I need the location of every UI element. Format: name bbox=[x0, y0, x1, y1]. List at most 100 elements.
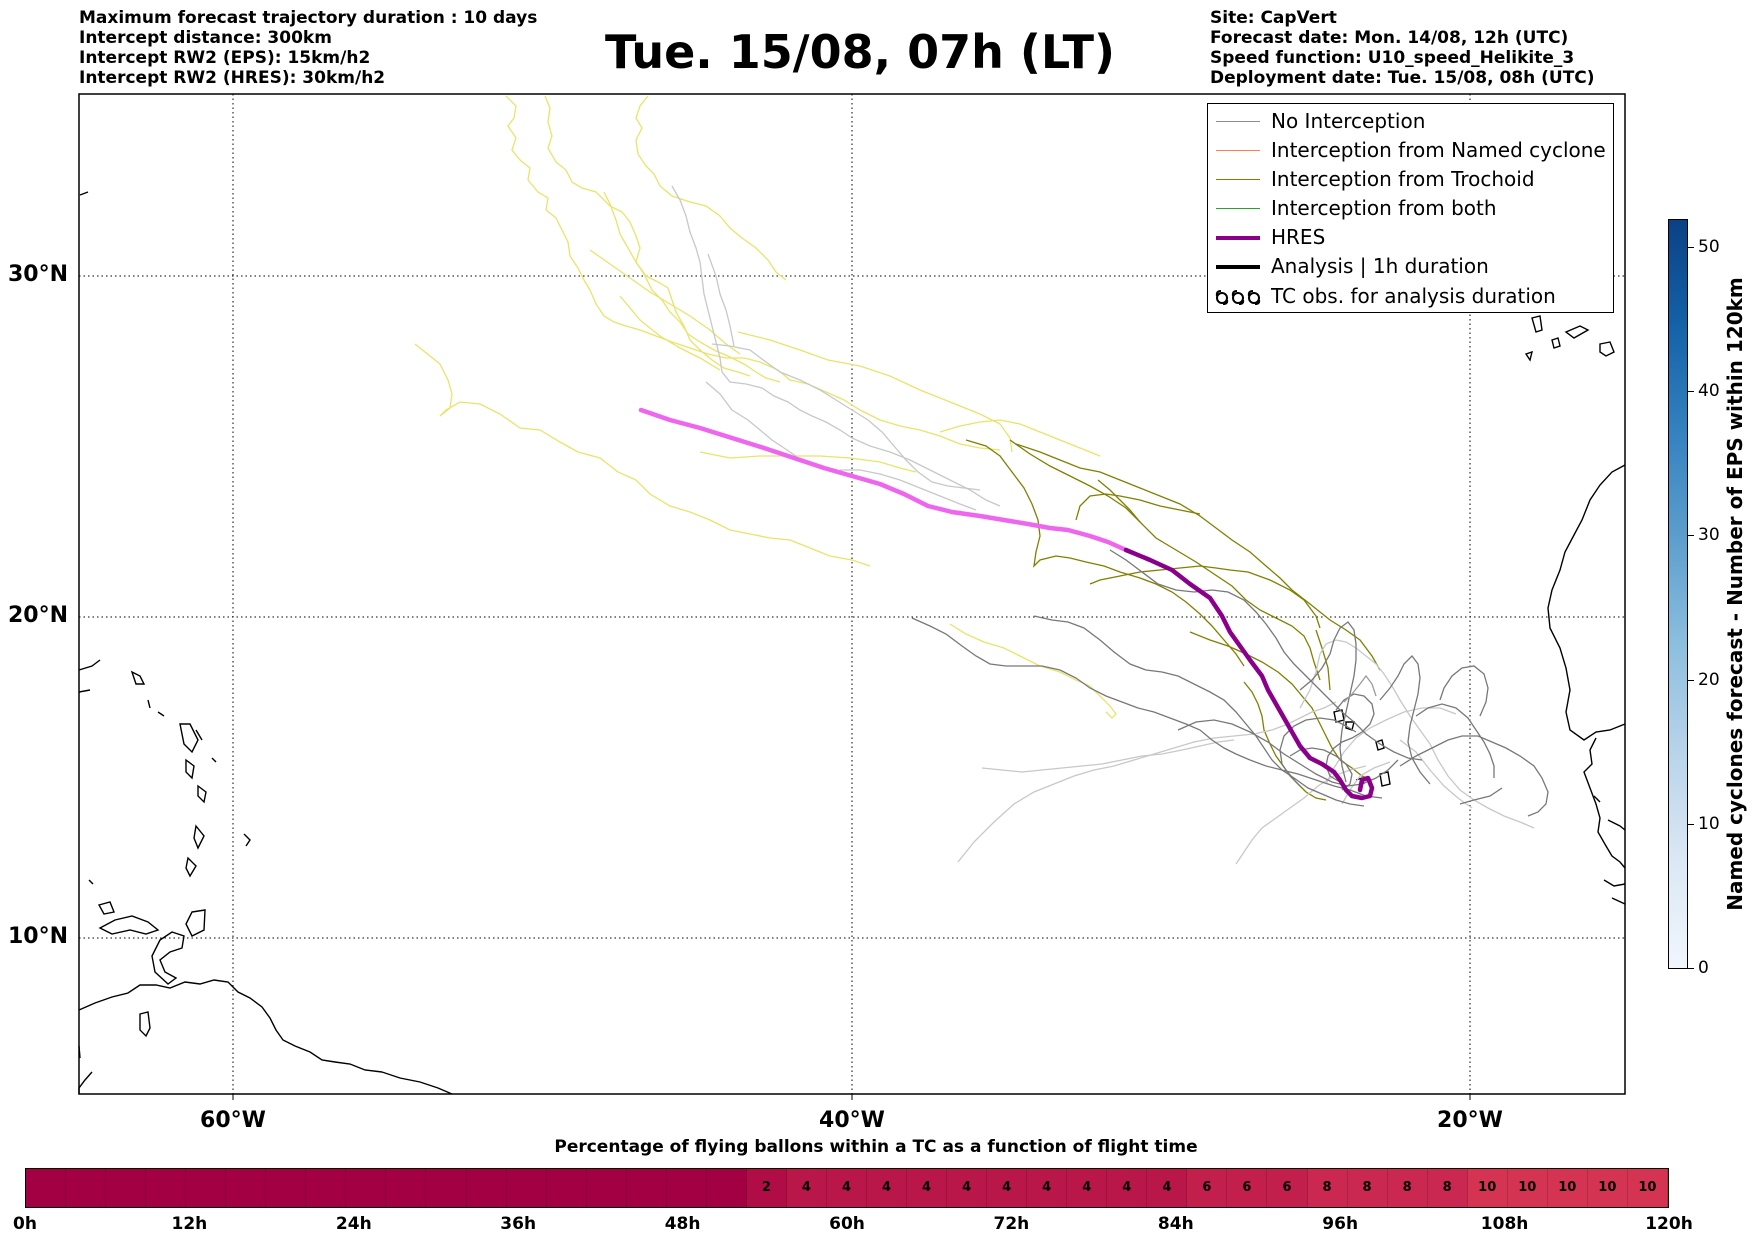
tc-bar-segment: 8 bbox=[1347, 1169, 1388, 1207]
tc-bar-segment bbox=[266, 1169, 307, 1207]
time-tick-label: 24h bbox=[335, 1214, 372, 1234]
legend-line-swatch bbox=[1216, 236, 1260, 240]
legend-line-swatch bbox=[1216, 179, 1260, 180]
tc-bar-segment: 8 bbox=[1427, 1169, 1468, 1207]
tc-bar-segment bbox=[466, 1169, 507, 1207]
tc-bar-segment: 8 bbox=[1307, 1169, 1348, 1207]
time-tick-label: 48h bbox=[664, 1214, 701, 1234]
lon-tick-label: 20°W bbox=[1437, 1108, 1503, 1133]
tc-bar-segment: 10 bbox=[1467, 1169, 1508, 1207]
legend-item-hres: HRES bbox=[1208, 224, 1613, 253]
eps-trajectories-grey bbox=[671, 185, 1549, 865]
tc-bar-segment bbox=[386, 1169, 427, 1207]
header-left-line: Intercept RW2 (EPS): 15km/h2 bbox=[79, 48, 371, 68]
legend-item-trochoid: Interception from Trochoid bbox=[1208, 166, 1613, 195]
legend-line-swatch bbox=[1216, 265, 1260, 269]
tc-bar-segment bbox=[706, 1169, 747, 1207]
colorbar-tick-mark bbox=[1688, 391, 1694, 392]
time-tick-label: 84h bbox=[1157, 1214, 1194, 1234]
header-left-line: Intercept distance: 300km bbox=[79, 28, 332, 48]
lat-tick-label: 20°N bbox=[8, 603, 69, 628]
tc-bar-segment: 4 bbox=[786, 1169, 827, 1207]
colorbar-tick-label: 30 bbox=[1698, 525, 1720, 545]
legend-label: Interception from both bbox=[1271, 196, 1497, 220]
legend-label: Analysis | 1h duration bbox=[1271, 254, 1489, 278]
tc-bar-segment bbox=[506, 1169, 547, 1207]
colorbar-tick-label: 50 bbox=[1698, 237, 1720, 257]
bottom-colorbar-title: Percentage of flying ballons within a TC… bbox=[554, 1137, 1198, 1157]
colorbar-tick-label: 20 bbox=[1698, 670, 1720, 690]
header-right-line: Forecast date: Mon. 14/08, 12h (UTC) bbox=[1210, 28, 1569, 48]
named-cyclones-colorbar bbox=[1668, 219, 1688, 969]
time-tick-label: 108h bbox=[1480, 1214, 1529, 1234]
colorbar-tick-mark bbox=[1688, 535, 1694, 536]
tc-bar-segment: 4 bbox=[987, 1169, 1028, 1207]
tc-bar-segment: 4 bbox=[866, 1169, 908, 1207]
tc-percentage-bar: 2 4 4 4 4 4 4 4 4 4 4 6 6 6 8 8 8 8 10 10 10 10 10 bbox=[25, 1168, 1669, 1208]
tc-bar-segment bbox=[306, 1169, 347, 1207]
lat-tick-label: 10°N bbox=[8, 924, 69, 949]
header-left-line: Intercept RW2 (HRES): 30km/h2 bbox=[79, 68, 386, 88]
tc-symbols-icon bbox=[1215, 290, 1261, 305]
tc-bar-segment: 4 bbox=[947, 1169, 988, 1207]
legend-line-swatch bbox=[1216, 121, 1260, 122]
tc-bar-segment: 4 bbox=[1067, 1169, 1108, 1207]
header-left-info: Maximum forecast trajectory duration : 1… bbox=[79, 8, 537, 88]
tc-bar-segment: 4 bbox=[907, 1169, 948, 1207]
eps-trajectories-olive bbox=[965, 439, 1381, 801]
tc-bar-segment bbox=[586, 1169, 627, 1207]
tc-bar-segment: 10 bbox=[1587, 1169, 1628, 1207]
time-tick-label: 36h bbox=[500, 1214, 537, 1234]
header-right-line: Site: CapVert bbox=[1210, 8, 1337, 28]
tc-bar-segment: 6 bbox=[1227, 1169, 1268, 1207]
legend-item-both: Interception from both bbox=[1208, 195, 1613, 224]
legend-item-analysis: Analysis | 1h duration bbox=[1208, 253, 1613, 282]
tc-bar-segment: 4 bbox=[1147, 1169, 1188, 1207]
tc-bar-segment bbox=[546, 1169, 587, 1207]
tc-bar-segment bbox=[146, 1169, 187, 1207]
legend-item-tc-obs: TC obs. for analysis duration bbox=[1208, 283, 1613, 312]
tc-bar-segment: 6 bbox=[1267, 1169, 1308, 1207]
colorbar-tick-label: 0 bbox=[1698, 958, 1709, 978]
legend-label: Interception from Named cyclone bbox=[1271, 138, 1606, 162]
hres-forecast-line bbox=[638, 407, 1129, 553]
header-right-line: Deployment date: Tue. 15/08, 08h (UTC) bbox=[1210, 68, 1595, 88]
colorbar-tick-mark bbox=[1688, 680, 1694, 681]
colorbar-tick-mark bbox=[1688, 824, 1694, 825]
tc-bar-segment: 10 bbox=[1547, 1169, 1588, 1207]
tc-bar-segment bbox=[666, 1169, 707, 1207]
tc-bar-segment bbox=[426, 1169, 467, 1207]
lon-tick-label: 40°W bbox=[819, 1108, 885, 1133]
header-left-line: Maximum forecast trajectory duration : 1… bbox=[79, 8, 538, 28]
tc-bar-segment: 10 bbox=[1507, 1169, 1548, 1207]
time-tick-label: 96h bbox=[1322, 1214, 1359, 1234]
hres-track-line bbox=[1123, 547, 1375, 801]
header-right-info: Site: CapVert Forecast date: Mon. 14/08,… bbox=[1210, 8, 1595, 88]
time-tick-label: 72h bbox=[993, 1214, 1030, 1234]
colorbar-tick-mark bbox=[1688, 247, 1694, 248]
tc-bar-segment: 4 bbox=[1027, 1169, 1068, 1207]
time-tick-label: 120h bbox=[1645, 1214, 1693, 1234]
tc-bar-segment bbox=[66, 1169, 107, 1207]
legend-line-swatch bbox=[1216, 150, 1260, 151]
legend-label: HRES bbox=[1271, 225, 1326, 249]
colorbar-tick-label: 10 bbox=[1698, 814, 1720, 834]
tc-bar-segment bbox=[626, 1169, 667, 1207]
legend-label: Interception from Trochoid bbox=[1271, 167, 1535, 191]
lat-tick-label: 30°N bbox=[8, 262, 69, 287]
legend-line-swatch bbox=[1216, 208, 1260, 209]
header-right-line: Speed function: U10_speed_Helikite_3 bbox=[1210, 48, 1575, 68]
tc-bar-segment: 4 bbox=[1107, 1169, 1148, 1207]
colorbar-axis-label: Named cyclones forecast - Number of EPS … bbox=[1723, 277, 1747, 911]
time-tick-label: 12h bbox=[171, 1214, 208, 1234]
tc-bar-segment bbox=[226, 1169, 267, 1207]
time-tick-label: 60h bbox=[829, 1214, 865, 1234]
colorbar-tick-mark bbox=[1688, 968, 1694, 969]
tc-bar-segment bbox=[346, 1169, 387, 1207]
tc-bar-segment: 4 bbox=[826, 1169, 867, 1207]
hres-trajectory bbox=[638, 407, 1375, 801]
tc-bar-segment: 10 bbox=[1627, 1169, 1668, 1207]
axis-ticks bbox=[232, 1094, 1471, 1100]
tc-bar-segment bbox=[106, 1169, 147, 1207]
